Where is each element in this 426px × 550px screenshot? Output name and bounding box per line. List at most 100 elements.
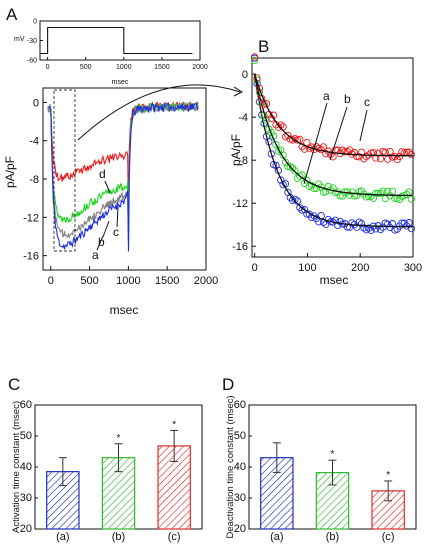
data-point [267, 150, 275, 158]
panel-a-y-axis-label: pA/pF [3, 156, 17, 188]
curve-label-b: b [344, 92, 351, 106]
inset-x-tick-label: 0 [46, 64, 50, 71]
bar-y-tick-label: 30 [234, 492, 246, 504]
data-point [272, 140, 280, 149]
data-point [293, 174, 302, 182]
significance-marker: * [172, 419, 176, 430]
data-point [365, 224, 373, 232]
data-point [250, 56, 259, 65]
inset-y-axis-label: mV [14, 36, 25, 43]
panel-b-y-tick-label: 0 [242, 69, 248, 81]
panel-a-x-tick-label: 1000 [116, 275, 140, 287]
panel-a-y-tick-label: -4 [29, 136, 39, 148]
panel-a-y-tick-label: -12 [23, 212, 39, 224]
data-point [362, 152, 370, 161]
data-point [291, 195, 299, 203]
panel-a-label: A [6, 5, 18, 24]
data-point [322, 150, 330, 158]
significance-marker: * [117, 433, 121, 444]
panel-b-y-tick-label: -8 [238, 155, 248, 167]
data-point [376, 189, 385, 197]
data-point [381, 194, 389, 203]
panel-d-plot: 20 30 40 50 60 (a) * (b) * (c) Deactivation time … [225, 395, 417, 543]
bar-category-label: (b) [112, 531, 125, 543]
data-point [407, 224, 416, 233]
data-point [353, 152, 361, 161]
data-point [367, 226, 375, 234]
data-point [343, 147, 351, 156]
inset-y-tick-label: -30 [27, 38, 37, 45]
data-point [281, 158, 290, 166]
panel-a-x-tick-label: 0 [48, 275, 54, 287]
panel-d-bars: 20 30 40 50 60 (a) * (b) * (c) [234, 399, 417, 543]
trace-pointer-d [104, 180, 111, 194]
fit-curve-c [253, 73, 413, 157]
zoom-arrow [77, 84, 241, 141]
bar-y-tick-label: 60 [20, 399, 32, 411]
trace-pointer-a [96, 235, 104, 251]
data-point [367, 149, 375, 157]
data-point [348, 219, 356, 227]
bar-y-tick-label: 20 [234, 523, 246, 535]
panel-c-label: C [8, 375, 20, 394]
data-point [350, 149, 359, 157]
bar-category-label: (a) [56, 531, 69, 543]
trace-pointer-c [116, 206, 119, 228]
inset-x-tick-label: 2000 [192, 64, 208, 71]
bar-y-tick-label: 50 [20, 430, 32, 442]
fit-curve-b [253, 73, 413, 197]
curve-pointer-b [329, 106, 348, 161]
panel-a-y-tick-label: -16 [23, 251, 39, 263]
panel-b-x-axis-label: msec [320, 273, 349, 287]
panel-b-y-tick-label: -16 [232, 241, 248, 253]
panel-d-label: D [222, 375, 234, 394]
panel-a-x-tick-label: 2000 [194, 275, 218, 287]
panel-a-plot: 0 500 1000 1500 2000 0 -4 -8 -12 -16 pA/pF msec a… [3, 84, 244, 317]
panel-b-y-axis-label: pA/pF [229, 134, 243, 166]
data-point [255, 84, 264, 93]
panel-b-x-tick-label: 0 [252, 262, 258, 274]
panel-b-traces: 0 100 200 300 0 -4 -8 -12 -16 [232, 53, 422, 274]
data-point [310, 212, 318, 220]
inset-y-tick-label: -60 [27, 58, 37, 65]
data-point [336, 217, 344, 226]
trace-label-a: a [92, 248, 99, 262]
bar-y-tick-label: 40 [20, 461, 32, 473]
panel-a-x-tick-label: 500 [80, 275, 98, 287]
data-point [374, 189, 382, 197]
data-point [300, 205, 309, 214]
current-trace-a [47, 102, 199, 252]
bar-y-tick-label: 20 [20, 523, 32, 535]
inset-protocol-plot: 0 500 1000 1500 2000 0 -30 -60 [27, 19, 208, 72]
zoom-region-box [53, 89, 76, 252]
inset-y-tick-label: 0 [33, 19, 37, 26]
data-point [403, 190, 411, 199]
data-point [407, 195, 416, 203]
panel-b-x-tick-label: 100 [298, 262, 316, 274]
bar-category-label: (a) [270, 531, 283, 543]
panel-a-x-axis-label: msec [110, 303, 139, 317]
panel-a-y-tick-label: 0 [33, 97, 39, 109]
data-points-c [250, 53, 416, 164]
panel-b-plot: 0 100 200 300 0 -4 -8 -12 -16 pA/pF msec a b c [229, 53, 422, 287]
trace-pointer-b [102, 220, 110, 238]
bar-category-label: (c) [168, 531, 181, 543]
curve-label-c: c [364, 95, 370, 109]
data-point [372, 189, 380, 198]
data-point [329, 153, 337, 161]
inset-x-tick-label: 500 [80, 64, 92, 71]
panel-a-x-tick-label: 1500 [155, 275, 179, 287]
data-point [365, 192, 373, 200]
data-point [298, 142, 306, 151]
data-point [277, 176, 285, 184]
fit-curve-a [253, 73, 413, 228]
curve-pointer-a [303, 102, 328, 185]
data-point [341, 148, 349, 156]
data-points-b [250, 56, 416, 204]
data-point [357, 220, 366, 228]
panel-b-x-tick-label: 200 [351, 262, 369, 274]
data-point [315, 218, 323, 226]
data-point [319, 143, 328, 151]
data-point [296, 203, 304, 212]
